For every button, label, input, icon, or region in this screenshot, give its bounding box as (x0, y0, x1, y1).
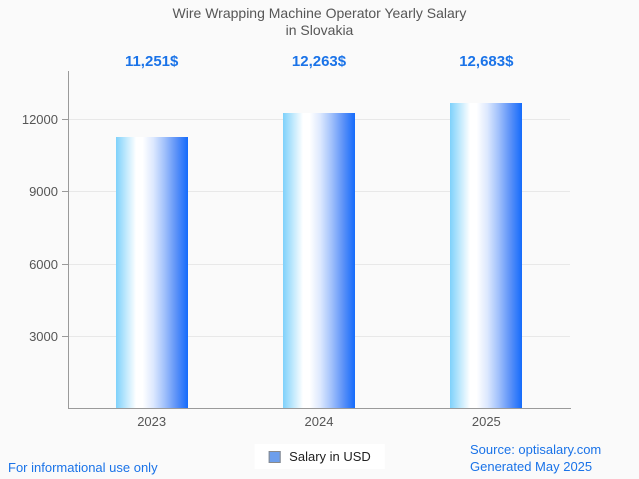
bar-value-label: 12,683$ (459, 53, 514, 70)
chart-title-line1: Wire Wrapping Machine Operator Yearly Sa… (172, 5, 467, 21)
legend-label: Salary in USD (289, 449, 371, 464)
footer-disclaimer: For informational use only (8, 460, 158, 475)
bar (450, 102, 523, 408)
y-axis-tick (62, 263, 68, 265)
y-axis-tick (62, 191, 68, 193)
bar (283, 112, 355, 408)
bar (115, 137, 188, 408)
source-text: Source: optisalary.com (470, 442, 602, 457)
bar-value-label: 12,263$ (291, 53, 347, 70)
legend-swatch-icon (268, 450, 281, 463)
chart-title-line2: in Slovakia (285, 22, 354, 38)
y-axis-line (68, 71, 69, 408)
generated-text: Generated May 2025 (470, 459, 593, 474)
y-axis-tick (62, 335, 68, 337)
y-axis-label: 12000 (21, 112, 58, 128)
bar-value-label: 11,251$ (124, 53, 179, 70)
x-axis-line (68, 408, 571, 409)
x-axis-label: 2025 (471, 414, 501, 429)
x-axis-label: 2024 (304, 414, 334, 429)
footer-source: Source: optisalary.com Generated May 202… (470, 441, 601, 475)
y-axis-label: 3000 (29, 328, 58, 344)
y-axis-label: 6000 (29, 256, 58, 272)
chart-title: Wire Wrapping Machine Operator Yearly Sa… (0, 5, 639, 39)
legend: Salary in USD (254, 444, 385, 469)
y-axis-tick (62, 119, 68, 121)
y-axis-label: 9000 (29, 184, 58, 200)
x-axis-label: 2023 (137, 414, 167, 429)
